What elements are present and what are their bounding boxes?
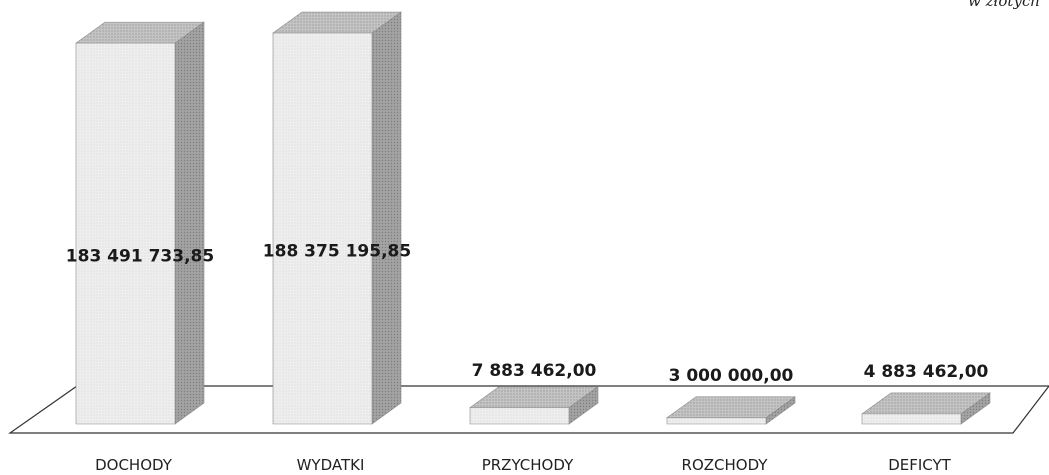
bar-przychody — [469, 386, 599, 425]
bar-deficyt — [861, 392, 991, 425]
value-label-deficyt: 4 883 462,00 — [864, 362, 989, 382]
value-label-wydatki: 188 375 195,85 — [263, 242, 411, 262]
value-labels-group: 183 491 733,85 188 375 195,85 7 883 462,00… — [66, 242, 989, 387]
category-label-wydatki: WYDATKI — [297, 456, 365, 474]
category-label-deficyt: DEFICYT — [888, 456, 951, 474]
category-labels-group: DOCHODY WYDATKI PRZYCHODY ROZCHODY DEFICYT — [95, 456, 952, 474]
bar-wydatki — [272, 11, 402, 425]
bar-dochody — [75, 21, 205, 425]
bar-rozchody — [666, 396, 796, 425]
value-label-rozchody: 3 000 000,00 — [669, 366, 794, 386]
bar-front-face — [272, 32, 373, 425]
value-label-dochody: 183 491 733,85 — [66, 247, 214, 267]
category-label-przychody: PRZYCHODY — [482, 456, 574, 474]
bar-front-face — [861, 413, 962, 425]
value-label-przychody: 7 883 462,00 — [472, 361, 597, 381]
unit-note: w złotych — [968, 0, 1040, 10]
bar-front-face — [75, 42, 176, 425]
bar-front-face — [666, 417, 767, 425]
bar-side-face — [174, 21, 205, 425]
category-label-rozchody: ROZCHODY — [682, 456, 769, 474]
bars-group — [75, 11, 991, 425]
category-label-dochody: DOCHODY — [95, 456, 173, 474]
bar-side-face — [371, 11, 402, 425]
bar-front-face — [469, 407, 570, 425]
